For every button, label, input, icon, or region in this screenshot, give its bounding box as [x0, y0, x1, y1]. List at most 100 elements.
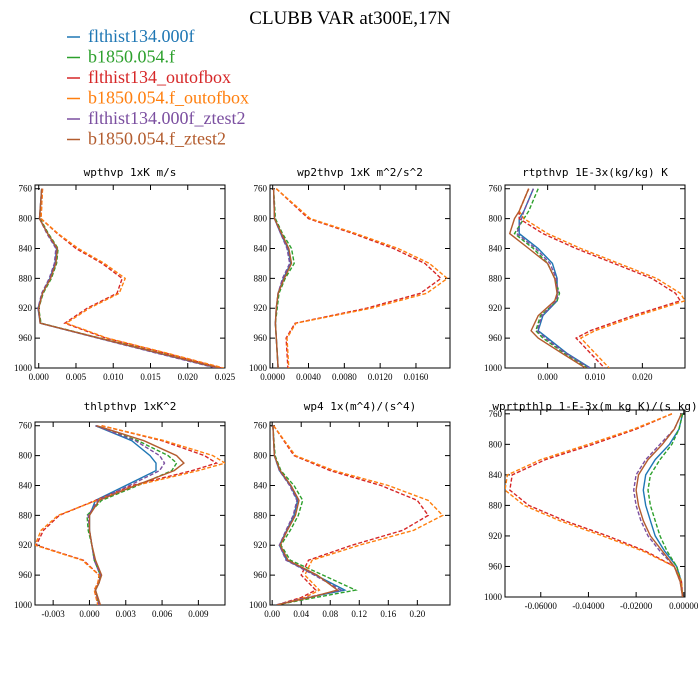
- y-tick-label: 880: [254, 273, 268, 283]
- chart-panel: wp2thvp 1xK m^2/s^2 760 800 840 880 920 960 100…: [249, 166, 451, 382]
- x-tick-label: 0.020: [632, 372, 653, 382]
- series-line: [40, 188, 224, 368]
- y-tick-label: 920: [254, 303, 268, 313]
- y-tick-label: 920: [19, 540, 33, 550]
- x-tick-label: 0.009: [188, 609, 209, 619]
- y-tick-label: 960: [19, 570, 33, 580]
- series-line: [37, 188, 222, 368]
- y-tick-label: 960: [489, 561, 503, 571]
- series-line: [642, 413, 684, 597]
- series-line: [272, 188, 293, 368]
- series-line: [635, 413, 684, 597]
- series-line: [37, 188, 220, 368]
- chart-panel: wp4 1x(m^4)/(s^4)76080084088092096010000…: [249, 400, 451, 619]
- series-line: [518, 188, 682, 368]
- y-tick-label: 960: [19, 333, 33, 343]
- series-line: [35, 425, 225, 605]
- x-tick-label: 0.04: [293, 609, 309, 619]
- y-tick-label: 760: [19, 184, 33, 194]
- panel-title: wp4 1x(m^4)/(s^4): [304, 400, 417, 413]
- y-tick-label: 760: [19, 421, 33, 431]
- x-tick-label: -0.04000: [572, 601, 605, 611]
- x-tick-label: 0.0000: [260, 372, 285, 382]
- y-tick-label: 1000: [14, 363, 33, 373]
- chart-panel: thlpthvp 1xK^2 760 800 840 880 920 960 1000 -0.0…: [14, 400, 226, 619]
- series-line: [272, 425, 347, 605]
- legend-label: b1850.054.f_ztest2: [88, 129, 226, 149]
- panel-title: wprtpthlp 1-E-3x(m kg K)/(s kg): [492, 400, 697, 413]
- series-line: [37, 188, 218, 368]
- legend-label: flthist134.000f: [88, 26, 195, 46]
- panel-title: wp2thvp 1xK m^2/s^2: [297, 166, 423, 179]
- x-tick-label: 0.0080: [332, 372, 357, 382]
- y-tick-label: 960: [254, 333, 268, 343]
- plot-frame: [34, 184, 226, 369]
- y-tick-label: 840: [254, 480, 268, 490]
- y-tick-label: 840: [489, 243, 503, 253]
- chart-panel: wpthvp 1xK m/s76080084088092096010000.00…: [14, 166, 236, 382]
- x-tick-label: 0.12: [351, 609, 367, 619]
- panels: wpthvp 1xK m/s76080084088092096010000.00…: [14, 166, 699, 619]
- series-line: [272, 425, 340, 605]
- y-tick-label: 960: [254, 570, 268, 580]
- figure-title: CLUBB VAR at300E,17N: [249, 8, 451, 29]
- y-tick-label: 760: [254, 184, 268, 194]
- chart-panel: wprtpthlp 1-E-3x(m kg K)/(s kg)760 800 840…: [484, 400, 699, 611]
- x-tick-label: -0.003: [42, 609, 66, 619]
- y-tick-label: 760: [254, 421, 268, 431]
- y-tick-label: 800: [254, 451, 268, 461]
- series-line: [37, 188, 217, 368]
- y-tick-label: 1000: [249, 600, 268, 610]
- plot-frame: [504, 409, 686, 598]
- series-line: [273, 425, 430, 605]
- plot-frame: [269, 421, 451, 606]
- y-tick-label: 840: [19, 243, 33, 253]
- y-tick-label: 1000: [14, 600, 33, 610]
- y-tick-label: 840: [254, 243, 268, 253]
- series-line: [272, 425, 358, 605]
- x-tick-label: 0.006: [152, 609, 173, 619]
- x-tick-label: 0.08: [322, 609, 338, 619]
- x-tick-label: 0.0120: [368, 372, 393, 382]
- x-tick-label: -0.02000: [620, 601, 653, 611]
- legend-label: flthist134.000f_ztest2: [88, 108, 245, 128]
- legend: flthist134.000fb1850.054.fflthist134_out…: [67, 26, 249, 149]
- y-tick-label: 760: [489, 409, 503, 419]
- y-tick-label: 800: [19, 214, 33, 224]
- x-tick-label: 0.00: [264, 609, 280, 619]
- x-tick-label: 0.000: [79, 609, 100, 619]
- y-tick-label: 800: [489, 439, 503, 449]
- y-tick-label: 880: [19, 510, 33, 520]
- y-tick-label: 760: [489, 184, 503, 194]
- y-tick-label: 800: [489, 214, 503, 224]
- x-tick-label: -0.06000: [525, 601, 558, 611]
- x-tick-label: 0.015: [140, 372, 161, 382]
- y-tick-label: 960: [489, 333, 503, 343]
- legend-label: b1850.054.f: [88, 47, 175, 67]
- x-tick-label: 0.010: [103, 372, 124, 382]
- x-tick-label: 0.020: [178, 372, 199, 382]
- y-tick-label: 1000: [484, 363, 503, 373]
- y-tick-label: 1000: [484, 592, 503, 602]
- x-tick-label: 0.0040: [296, 372, 321, 382]
- plot-frame: [34, 421, 226, 606]
- x-tick-label: 0.0160: [404, 372, 429, 382]
- series-line: [275, 188, 443, 368]
- legend-label: b1850.054.f_outofbox: [88, 88, 249, 108]
- y-tick-label: 880: [489, 500, 503, 510]
- series-line: [35, 425, 219, 605]
- y-tick-label: 920: [254, 540, 268, 550]
- series-line: [275, 188, 449, 368]
- series-line: [88, 425, 185, 605]
- x-tick-label: 0.005: [66, 372, 87, 382]
- y-tick-label: 840: [19, 480, 33, 490]
- y-tick-label: 880: [19, 273, 33, 283]
- y-tick-label: 920: [489, 531, 503, 541]
- series-line: [273, 425, 444, 605]
- series-line: [508, 188, 586, 368]
- chart-panel: rtpthvp 1E-3x(kg/kg) K 760 800 840 880 920 960…: [484, 166, 686, 382]
- y-tick-label: 880: [489, 273, 503, 283]
- legend-label: flthist134_outofbox: [88, 67, 231, 87]
- x-tick-label: 0.010: [585, 372, 606, 382]
